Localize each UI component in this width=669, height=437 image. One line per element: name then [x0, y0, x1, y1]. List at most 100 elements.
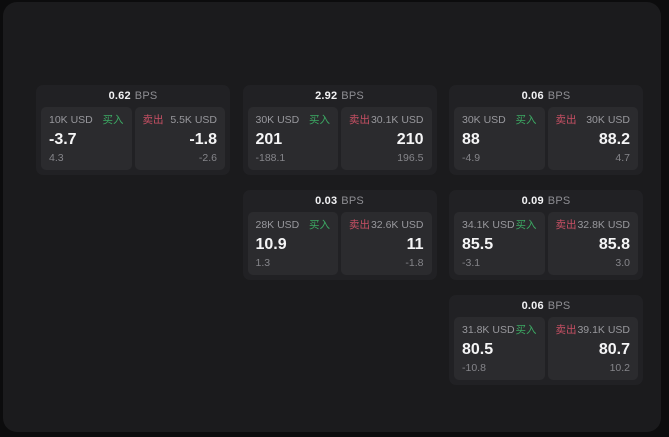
- buy-price: 85.5: [462, 236, 494, 253]
- buy-panel-top: 34.1K USD 买入: [462, 219, 537, 231]
- sell-side-label: 卖出: [555, 219, 577, 231]
- sell-panel[interactable]: 卖出 32.8K USD 85.8 3.0: [547, 212, 638, 275]
- buy-price: 88: [462, 131, 480, 148]
- quote-panels: 28K USD 买入 10.9 1.3 卖出 32.6K USD 11 -1.8: [243, 212, 437, 275]
- buy-sub-value: -3.1: [462, 257, 481, 269]
- buy-panel[interactable]: 30K USD 买入 201 -188.1: [247, 107, 338, 170]
- buy-price: 10.9: [255, 236, 287, 253]
- sell-side-label: 卖出: [142, 114, 164, 126]
- sell-price: 80.7: [598, 341, 630, 358]
- card-header: 0.06 BPS: [449, 295, 643, 317]
- bps-unit-label: BPS: [547, 195, 571, 207]
- sell-side-label: 卖出: [555, 324, 577, 336]
- card-header: 0.09 BPS: [449, 190, 643, 212]
- card-header: 0.06 BPS: [449, 85, 643, 107]
- bps-value: 0.03: [315, 195, 338, 207]
- buy-price: 80.5: [462, 341, 494, 358]
- buy-price: -3.7: [49, 131, 77, 148]
- card-header: 0.03 BPS: [243, 190, 437, 212]
- sell-price: 210: [396, 131, 424, 148]
- card-header: 2.92 BPS: [243, 85, 437, 107]
- quote-card[interactable]: 0.06 BPS 30K USD 买入 88 -4.9 卖出 30K USD 8…: [449, 85, 643, 175]
- quote-panels: 30K USD 买入 201 -188.1 卖出 30.1K USD 210 1…: [243, 107, 437, 170]
- bps-unit-label: BPS: [547, 300, 571, 312]
- quote-card[interactable]: 0.09 BPS 34.1K USD 买入 85.5 -3.1 卖出 32.8K…: [449, 190, 643, 280]
- sell-panel[interactable]: 卖出 39.1K USD 80.7 10.2: [547, 317, 638, 380]
- sell-panel-top: 卖出 30.1K USD: [349, 114, 424, 126]
- sell-sub-value: 3.0: [615, 257, 630, 269]
- bps-value: 0.09: [521, 195, 544, 207]
- buy-panel-top: 28K USD 买入: [256, 219, 331, 231]
- buy-amount: 28K USD: [255, 219, 300, 231]
- sell-amount: 32.8K USD: [577, 219, 630, 231]
- quotes-board: 0.62 BPS 10K USD 买入 -3.7 4.3 卖出 5.5K USD…: [3, 2, 661, 432]
- buy-amount: 30K USD: [255, 114, 300, 126]
- sell-panel-top: 卖出 5.5K USD: [143, 114, 218, 126]
- sell-sub-value: 196.5: [397, 152, 424, 164]
- sell-sub-value: 10.2: [609, 362, 630, 374]
- sell-panel[interactable]: 卖出 32.6K USD 11 -1.8: [341, 212, 432, 275]
- card-header: 0.62 BPS: [36, 85, 230, 107]
- sell-price: -1.8: [189, 131, 217, 148]
- sell-panel[interactable]: 卖出 30K USD 88.2 4.7: [547, 107, 638, 170]
- sell-amount: 32.6K USD: [370, 219, 424, 231]
- sell-side-label: 卖出: [349, 219, 370, 231]
- sell-sub-value: 4.7: [615, 152, 630, 164]
- bps-unit-label: BPS: [134, 90, 158, 102]
- buy-panel[interactable]: 31.8K USD 买入 80.5 -10.8: [454, 317, 545, 380]
- buy-panel-top: 31.8K USD 买入: [462, 324, 537, 336]
- buy-amount: 34.1K USD: [462, 219, 515, 231]
- sell-panel[interactable]: 卖出 30.1K USD 210 196.5: [341, 107, 432, 170]
- sell-panel-top: 卖出 32.8K USD: [556, 219, 631, 231]
- bps-value: 0.06: [521, 90, 544, 102]
- buy-panel[interactable]: 28K USD 买入 10.9 1.3: [247, 212, 338, 275]
- bps-value: 0.06: [521, 300, 544, 312]
- sell-panel-top: 卖出 32.6K USD: [349, 219, 424, 231]
- buy-side-label: 买入: [515, 219, 537, 231]
- buy-sub-value: -4.9: [462, 152, 481, 164]
- bps-value: 0.62: [108, 90, 131, 102]
- quote-panels: 30K USD 买入 88 -4.9 卖出 30K USD 88.2 4.7: [449, 107, 643, 170]
- buy-sub-value: -188.1: [255, 152, 286, 164]
- buy-amount: 31.8K USD: [462, 324, 515, 336]
- quote-panels: 10K USD 买入 -3.7 4.3 卖出 5.5K USD -1.8 -2.…: [36, 107, 230, 170]
- buy-amount: 30K USD: [462, 114, 506, 126]
- sell-panel[interactable]: 卖出 5.5K USD -1.8 -2.6: [134, 107, 225, 170]
- bps-unit-label: BPS: [341, 195, 364, 207]
- sell-amount: 30K USD: [586, 114, 630, 126]
- quote-panels: 34.1K USD 买入 85.5 -3.1 卖出 32.8K USD 85.8…: [449, 212, 643, 275]
- buy-sub-value: -10.8: [462, 362, 486, 374]
- quote-card[interactable]: 0.06 BPS 31.8K USD 买入 80.5 -10.8 卖出 39.1…: [449, 295, 643, 385]
- buy-amount: 10K USD: [49, 114, 93, 126]
- quote-card[interactable]: 0.03 BPS 28K USD 买入 10.9 1.3 卖出 32.6K US…: [242, 190, 437, 280]
- sell-panel-top: 卖出 30K USD: [556, 114, 631, 126]
- buy-side-label: 买入: [309, 114, 330, 126]
- sell-side-label: 卖出: [349, 114, 370, 126]
- sell-sub-value: -1.8: [405, 257, 424, 269]
- bps-unit-label: BPS: [547, 90, 571, 102]
- buy-panel[interactable]: 34.1K USD 买入 85.5 -3.1: [454, 212, 545, 275]
- buy-panel-top: 30K USD 买入: [256, 114, 331, 126]
- sell-price: 88.2: [598, 131, 630, 148]
- sell-amount: 30.1K USD: [370, 114, 424, 126]
- sell-price: 85.8: [598, 236, 630, 253]
- buy-panel-top: 10K USD 买入: [49, 114, 124, 126]
- sell-amount: 39.1K USD: [577, 324, 630, 336]
- buy-panel-top: 30K USD 买入: [462, 114, 537, 126]
- sell-side-label: 卖出: [555, 114, 577, 126]
- sell-panel-top: 卖出 39.1K USD: [556, 324, 631, 336]
- buy-panel[interactable]: 10K USD 买入 -3.7 4.3: [41, 107, 132, 170]
- card-grid: 0.62 BPS 10K USD 买入 -3.7 4.3 卖出 5.5K USD…: [3, 2, 661, 432]
- quote-panels: 31.8K USD 买入 80.5 -10.8 卖出 39.1K USD 80.…: [449, 317, 643, 380]
- buy-sub-value: 4.3: [49, 152, 64, 164]
- buy-side-label: 买入: [515, 114, 537, 126]
- sell-amount: 5.5K USD: [170, 114, 217, 126]
- bps-unit-label: BPS: [341, 90, 364, 102]
- buy-side-label: 买入: [309, 219, 330, 231]
- sell-sub-value: -2.6: [198, 152, 217, 164]
- quote-card[interactable]: 0.62 BPS 10K USD 买入 -3.7 4.3 卖出 5.5K USD…: [36, 85, 230, 175]
- buy-panel[interactable]: 30K USD 买入 88 -4.9: [454, 107, 545, 170]
- buy-sub-value: 1.3: [255, 257, 271, 269]
- quote-card[interactable]: 2.92 BPS 30K USD 买入 201 -188.1 卖出 30.1K …: [242, 85, 437, 175]
